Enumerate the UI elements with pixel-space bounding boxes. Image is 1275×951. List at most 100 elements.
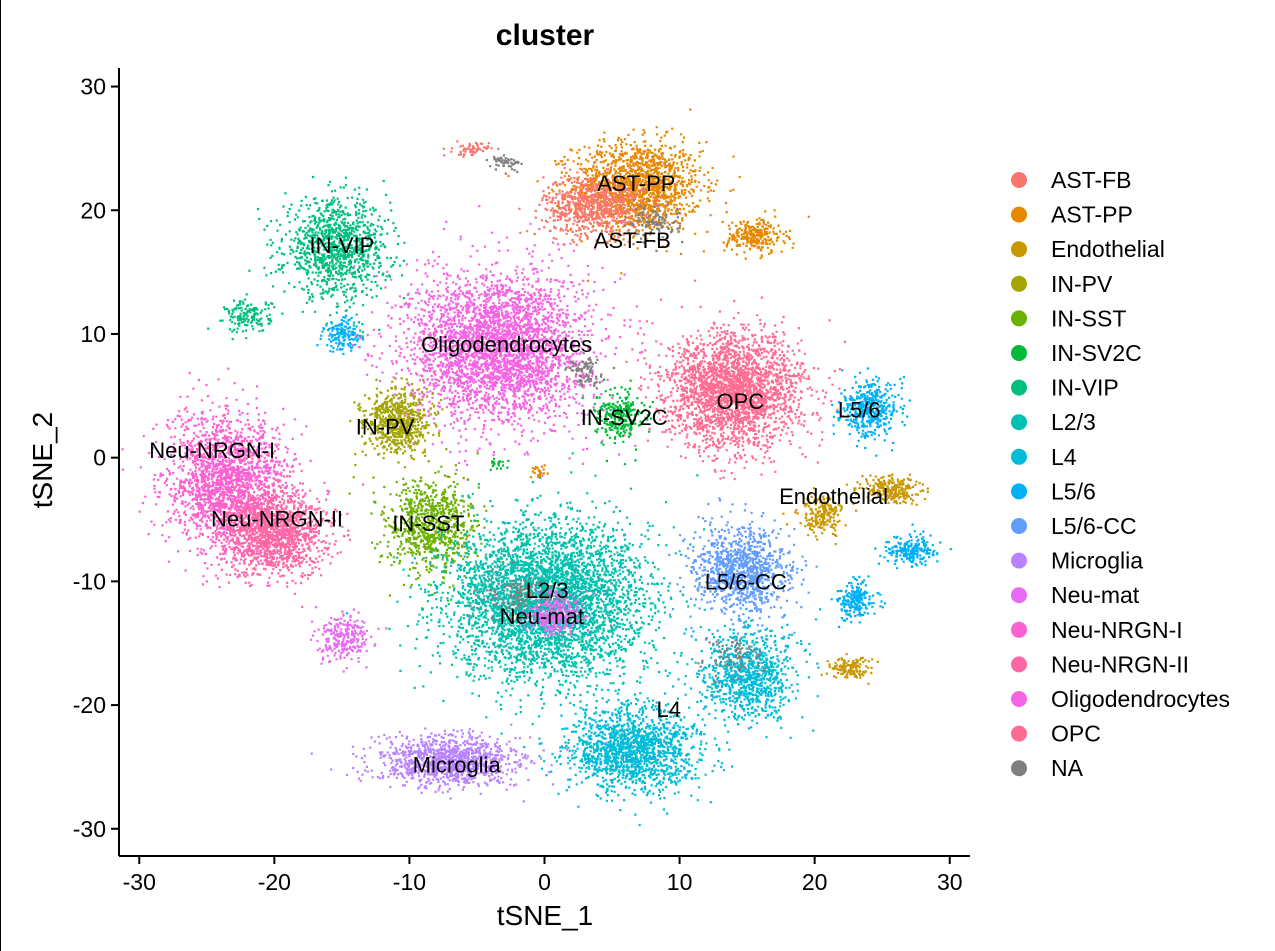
point-cloud: [623, 279, 846, 481]
legend-label: L5/6-CC: [1051, 513, 1137, 539]
cluster-label: AST-PP: [597, 171, 675, 196]
legend-key: [1011, 552, 1027, 569]
legend-label: IN-PV: [1051, 271, 1113, 297]
point-cloud: [309, 606, 388, 673]
legend-key: [1011, 379, 1027, 396]
cluster-label: L4: [657, 697, 681, 722]
x-tick-label: -20: [258, 869, 291, 895]
legend-key: [1011, 691, 1027, 707]
x-tick-label: -30: [123, 869, 156, 895]
point-cloud: [706, 209, 810, 260]
cluster-points-na: [485, 154, 523, 175]
x-axis-ticks: -30 -20 -10 0 10 20 30: [123, 856, 963, 895]
point-cloud: [529, 464, 549, 479]
legend-key: [1011, 206, 1027, 223]
legend-label: NA: [1051, 755, 1084, 781]
legend-label: Oligodendrocytes: [1051, 686, 1230, 712]
point-cloud: [207, 293, 284, 341]
point-cloud: [352, 205, 647, 481]
cluster-points-in-vip: [248, 175, 406, 334]
cluster-points-endothelial: [845, 473, 929, 506]
cluster-points-endothelial: [820, 653, 879, 685]
legend-label: IN-SV2C: [1051, 340, 1142, 366]
y-tick-label: -20: [73, 692, 106, 718]
point-cloud: [347, 448, 502, 610]
legend-label: AST-PP: [1051, 202, 1133, 228]
cluster-points-opc: [623, 279, 846, 481]
cluster-points-l5-6-cc: [668, 495, 818, 640]
cluster-label: IN-SV2C: [581, 405, 668, 430]
cluster-label: IN-SST: [392, 511, 464, 536]
legend-label: Endothelial: [1051, 236, 1165, 262]
x-axis-title: tSNE_1: [497, 900, 594, 931]
legend-key: [1011, 414, 1027, 431]
cluster-points-na: [697, 637, 767, 685]
cluster-label: Oligodendrocytes: [421, 332, 592, 357]
point-cloud: [485, 154, 523, 175]
legend-label: Neu-NRGN-II: [1051, 651, 1189, 677]
y-tick-label: 20: [80, 197, 106, 223]
point-cloud: [518, 161, 665, 250]
legend-key: [1011, 621, 1027, 638]
y-axis-ticks: 30 20 10 0 -10 -20 -30: [73, 74, 119, 842]
legend-key: [1011, 172, 1027, 188]
cluster-label: Neu-NRGN-II: [211, 506, 343, 531]
point-cloud: [310, 723, 608, 803]
cluster-points-na: [624, 199, 684, 252]
scatter-points: [121, 108, 952, 827]
cluster-points-ast-fb: [518, 161, 665, 250]
y-tick-label: 30: [80, 74, 106, 100]
point-cloud: [819, 575, 886, 628]
chart-title: cluster: [496, 19, 595, 52]
y-tick-label: 0: [93, 445, 106, 471]
point-cloud: [442, 140, 500, 158]
cluster-points-ast-pp: [706, 209, 810, 260]
cluster-points-neu-nrgn-ii: [195, 469, 365, 608]
cluster-points-microglia: [310, 723, 608, 803]
legend-label: Neu-mat: [1051, 582, 1140, 608]
cluster-label: Endothelial: [779, 484, 888, 509]
x-tick-label: -10: [393, 869, 426, 895]
legend-key: [1011, 345, 1027, 361]
legend-label: IN-SST: [1051, 305, 1126, 331]
cluster-points-l5-6: [819, 575, 886, 628]
point-cloud: [581, 378, 654, 466]
legend-label: L5/6: [1051, 478, 1096, 504]
legend-key: [1011, 518, 1027, 534]
point-cloud: [195, 469, 365, 608]
y-tick-label: -10: [73, 568, 106, 594]
x-tick-label: 20: [802, 869, 828, 895]
cluster-points-in-pv: [349, 377, 444, 469]
point-cloud: [346, 452, 751, 742]
cluster-label: IN-PV: [356, 415, 415, 440]
x-tick-label: 30: [937, 869, 963, 895]
point-cloud: [624, 199, 684, 252]
point-cloud: [845, 473, 929, 506]
x-tick-label: 10: [667, 869, 693, 895]
cluster-label: L2/3: [526, 578, 569, 603]
legend-label: L2/3: [1051, 409, 1096, 435]
point-cloud: [121, 367, 329, 589]
point-cloud: [874, 523, 952, 570]
legend-label: OPC: [1051, 721, 1101, 747]
point-cloud: [668, 495, 818, 640]
legend-key: [1011, 241, 1027, 258]
cluster-points-in-sv2c: [581, 378, 654, 466]
legend-key: [1011, 587, 1027, 604]
cluster-points-in-sst: [347, 448, 502, 610]
cluster-points-l4: [500, 672, 740, 827]
point-cloud: [349, 377, 444, 469]
cluster-points-l4: [654, 607, 820, 744]
point-cloud: [506, 582, 596, 638]
cluster-points-endothelial: [782, 487, 858, 546]
legend-key: [1011, 656, 1027, 673]
cluster-label: Microglia: [413, 752, 502, 777]
point-cloud: [489, 457, 510, 471]
cluster-points-in-vip: [207, 293, 284, 341]
legend-key: [1011, 448, 1027, 465]
cluster-points-ast-pp: [529, 464, 549, 479]
y-tick-label: 10: [80, 321, 106, 347]
cluster-label: IN-VIP: [309, 233, 374, 258]
cluster-points-na: [564, 352, 615, 390]
